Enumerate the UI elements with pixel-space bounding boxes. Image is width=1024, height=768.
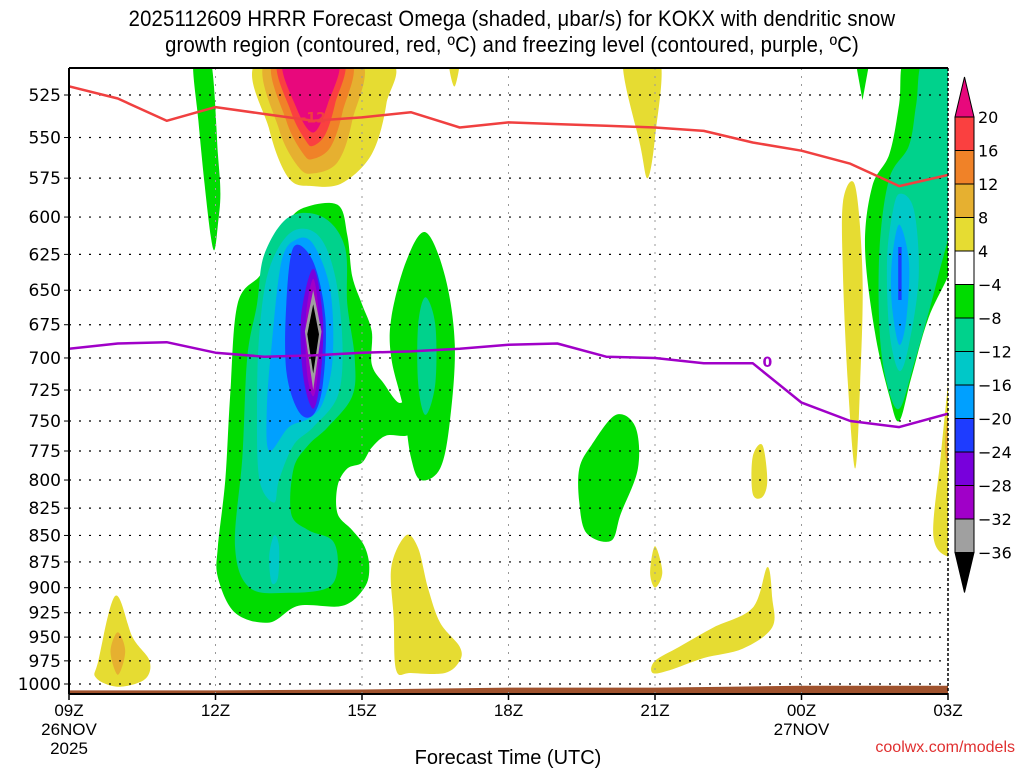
- colorbar: 20 16 12 8 4 −4 −8 −12 −16 −20 −24 −28 −32 −36: [954, 76, 1012, 593]
- y-tick-label: 650: [29, 281, 61, 301]
- y-tick-label: 800: [29, 471, 61, 491]
- grid: [69, 68, 948, 694]
- y-tick-label: 975: [29, 652, 61, 672]
- credit-link[interactable]: coolwx.com/models: [875, 739, 1015, 756]
- y-tick-label: 725: [29, 381, 61, 401]
- colorbar-tick-label: −32: [978, 510, 1012, 529]
- colorbar-bin: [954, 451, 975, 486]
- y-tick-label: 875: [29, 553, 61, 573]
- dgz-contour-line: [69, 85, 948, 188]
- omega-region: [282, 68, 340, 133]
- terrain: [69, 685, 948, 694]
- colorbar-max-triangle: [954, 76, 975, 118]
- x-axis-label: Forecast Time (UTC): [415, 747, 602, 768]
- y-tick-label: 550: [29, 129, 61, 149]
- colorbar-tick-label: 16: [978, 142, 998, 161]
- y-axis: 525 550 575 600 625 650 675 700 725 750 775 800 825 8…: [18, 86, 69, 695]
- colorbar-bin: [954, 150, 975, 185]
- omega-region: [933, 383, 948, 557]
- omega-region: [856, 68, 869, 101]
- x-tick-label: 2025: [50, 739, 88, 758]
- colorbar-tick-label: −24: [978, 443, 1012, 462]
- colorbar-bin: [954, 250, 975, 285]
- colorbar-bin: [954, 418, 975, 453]
- x-tick-label: 12Z: [201, 701, 230, 720]
- colorbar-tick-label: −36: [978, 544, 1012, 563]
- colorbar-tick-label: 4: [978, 242, 988, 261]
- y-tick-label: 625: [29, 245, 61, 265]
- colorbar-tick-label: −4: [978, 276, 1002, 295]
- omega-shading: [94, 68, 948, 687]
- terrain-fill: [69, 685, 948, 694]
- colorbar-tick-label: −8: [978, 309, 1002, 328]
- y-tick-label: 600: [29, 208, 61, 228]
- colorbar-tick-label: 12: [978, 175, 998, 194]
- y-tick-label: 775: [29, 442, 61, 462]
- x-tick-label: 03Z: [933, 701, 962, 720]
- chart-title: 2025112609 HRRR Forecast Omega (shaded, …: [41, 6, 983, 58]
- colorbar-tick-label: 8: [978, 209, 988, 228]
- y-tick-label: 575: [29, 169, 61, 189]
- omega-region: [751, 444, 768, 499]
- y-tick-label: 850: [29, 526, 61, 546]
- y-tick-label: 525: [29, 86, 61, 106]
- x-tick-label: 00Z: [787, 701, 816, 720]
- y-tick-label: 950: [29, 628, 61, 648]
- omega-region: [578, 414, 640, 542]
- omega-region: [841, 181, 863, 469]
- y-tick-label: 675: [29, 316, 61, 336]
- freezing-level-line: [69, 340, 948, 429]
- colorbar-bin: [954, 485, 975, 520]
- colorbar-tick-label: 20: [978, 108, 998, 127]
- colorbar-tick-label: −20: [978, 410, 1012, 429]
- freezing-level-label: 0: [762, 355, 772, 371]
- colorbar-tick-label: −16: [978, 376, 1012, 395]
- omega-region: [390, 534, 462, 676]
- y-tick-label: 825: [29, 499, 61, 519]
- colorbar-bin: [954, 317, 975, 352]
- x-tick-label: 15Z: [347, 701, 376, 720]
- colorbar-bin: [954, 183, 975, 218]
- y-tick-label: 900: [29, 579, 61, 599]
- colorbar-bin: [954, 116, 975, 151]
- colorbar-tick-label: −28: [978, 477, 1012, 496]
- x-tick-label: 27NOV: [774, 720, 830, 739]
- freezing-label-bg: [761, 352, 774, 369]
- colorbar-tick-label: −12: [978, 343, 1012, 362]
- x-tick-label: 21Z: [640, 701, 669, 720]
- colorbar-bin: [954, 351, 975, 386]
- colorbar-min-triangle: [954, 552, 975, 593]
- x-tick-label: 18Z: [494, 701, 523, 720]
- omega-region: [650, 546, 663, 588]
- y-tick-label: 1000: [18, 675, 61, 695]
- title-line-2: growth region (contoured, red, ºC) and f…: [165, 32, 859, 57]
- omega-region: [193, 68, 221, 251]
- y-tick-label: 925: [29, 604, 61, 624]
- omega-region: [898, 247, 902, 300]
- x-tick-label: 26NOV: [41, 720, 97, 739]
- omega-region: [110, 632, 126, 675]
- colorbar-bin: [954, 284, 975, 319]
- omega-region: [307, 304, 319, 374]
- y-tick-label: 750: [29, 412, 61, 432]
- omega-region: [269, 535, 280, 585]
- colorbar-bin: [954, 518, 975, 553]
- x-tick-label: 09Z: [54, 701, 83, 720]
- y-tick-label: 700: [29, 349, 61, 369]
- omega-region: [944, 411, 948, 469]
- colorbar-bin: [954, 384, 975, 419]
- contour-lines: -12 0: [69, 85, 948, 429]
- omega-region: [449, 68, 460, 87]
- omega-region: [623, 68, 662, 179]
- dgz-contour-label: -12: [301, 110, 326, 126]
- omega-region: [417, 297, 437, 415]
- colorbar-bin: [954, 217, 975, 252]
- omega-region: [651, 567, 775, 674]
- title-line-1: 2025112609 HRRR Forecast Omega (shaded, …: [128, 6, 896, 31]
